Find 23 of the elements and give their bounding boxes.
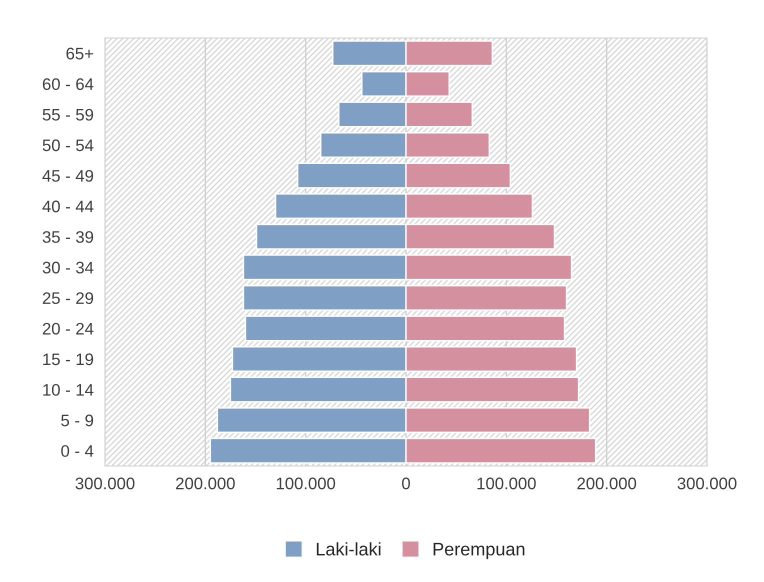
y-tick-label: 35 - 39 (42, 231, 94, 243)
y-tick-label: 40 - 44 (42, 200, 94, 212)
y-tick-label: 55 - 59 (42, 108, 94, 121)
legend-label: Perempuan (434, 542, 524, 560)
x-tick-label: 200.000 (176, 478, 235, 490)
y-tick-label: 60 - 64 (42, 78, 94, 90)
y-tick-label: 50 - 54 (42, 139, 94, 152)
y-tick-label: 45 - 49 (42, 170, 94, 182)
y-tick-label: 5 - 9 (61, 414, 94, 426)
legend-label: Laki-laki (316, 542, 380, 556)
x-tick-label: 300.000 (678, 478, 736, 490)
x-tick-label: 0 (402, 478, 410, 490)
x-tick-label: 100.000 (477, 478, 536, 490)
y-tick-label: 10 - 14 (43, 384, 94, 396)
y-tick-label: 20 - 24 (42, 322, 94, 335)
y-tick-label: 65+ (66, 48, 94, 60)
x-tick-label: 200.000 (577, 478, 636, 490)
x-tick-label: 300.000 (76, 478, 134, 490)
y-tick-label: 15 - 19 (43, 353, 94, 366)
x-tick-label: 100.000 (276, 478, 336, 490)
y-tick-label: 30 - 34 (42, 262, 94, 274)
y-tick-label: 0 - 4 (61, 445, 94, 457)
y-tick-label: 25 - 29 (42, 292, 94, 304)
